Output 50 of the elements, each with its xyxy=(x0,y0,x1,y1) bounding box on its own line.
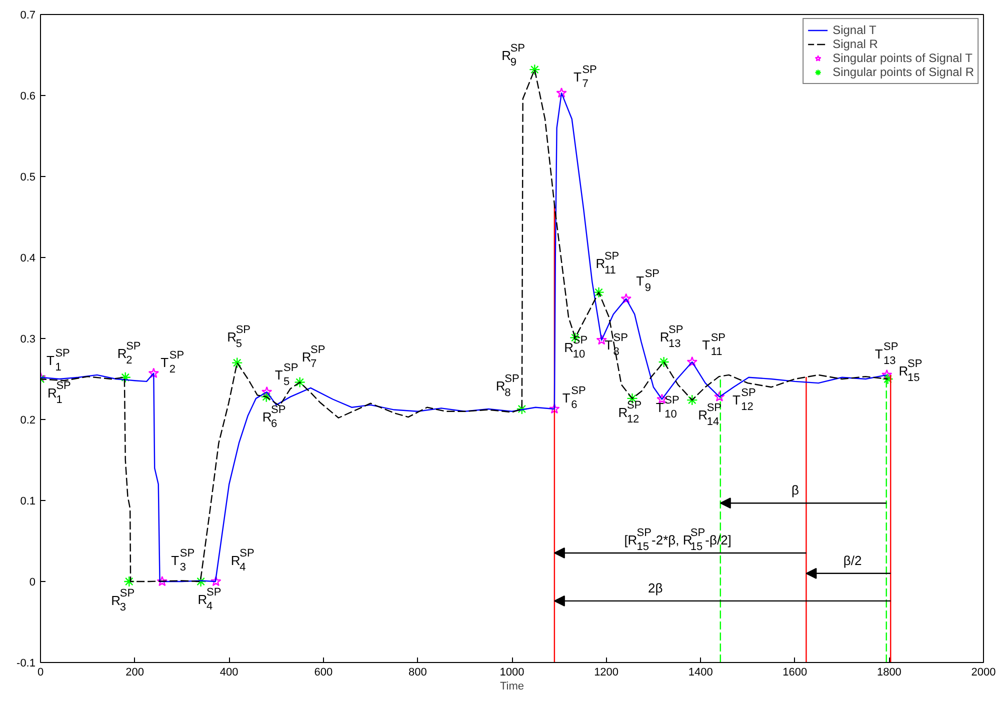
annotation: 2β xyxy=(648,580,663,596)
point xyxy=(261,386,272,397)
y-tick-label: 0.7 xyxy=(20,10,36,22)
y-tick-label: 0.3 xyxy=(20,334,36,346)
point xyxy=(232,357,243,368)
y-tick-label: 0.5 xyxy=(20,172,36,184)
x-tick-label: 1000 xyxy=(500,666,524,678)
point xyxy=(120,372,131,383)
x-tick-label: 1200 xyxy=(594,666,619,678)
legend-label: Singular points of Signal T xyxy=(832,51,972,65)
point xyxy=(658,356,670,368)
x-tick-label: 800 xyxy=(408,666,427,678)
point xyxy=(556,87,567,98)
annotation: β xyxy=(791,482,799,498)
x-tick-label: 200 xyxy=(126,666,144,678)
point xyxy=(148,368,160,378)
annotation: β/2 xyxy=(843,552,862,568)
y-tick-label: 0.4 xyxy=(20,252,36,264)
point xyxy=(714,391,725,402)
legend-label: Singular points of Signal R xyxy=(832,65,974,79)
point xyxy=(195,576,206,588)
x-tick-label: 0 xyxy=(37,666,44,678)
point xyxy=(549,403,560,414)
point xyxy=(516,403,528,415)
point xyxy=(124,576,135,588)
point xyxy=(210,576,222,586)
y-tick-label: 0 xyxy=(29,576,36,588)
point xyxy=(881,369,892,380)
point xyxy=(260,391,272,402)
legend-label: Signal T xyxy=(832,23,876,37)
y-tick-label: 0.2 xyxy=(20,414,36,426)
x-tick-label: 1600 xyxy=(782,666,808,678)
legend-label: Signal R xyxy=(832,37,878,51)
point xyxy=(686,356,698,367)
x-tick-label: 1800 xyxy=(876,666,902,678)
point xyxy=(156,576,168,586)
x-tick-label: 1400 xyxy=(688,666,713,678)
point xyxy=(686,394,698,406)
point xyxy=(593,286,604,298)
point xyxy=(294,376,306,388)
point xyxy=(882,373,894,385)
x-tick-label: 600 xyxy=(314,666,333,678)
y-tick-label: 0.1 xyxy=(20,496,36,508)
x-tick-label: 2000 xyxy=(971,666,996,678)
y-tick-label: -0.1 xyxy=(16,658,36,670)
y-tick-label: 0.6 xyxy=(20,90,36,102)
point xyxy=(620,293,632,304)
x-axis-title: Time xyxy=(500,680,524,692)
x-tick-label: 400 xyxy=(220,666,238,678)
point xyxy=(529,64,540,76)
